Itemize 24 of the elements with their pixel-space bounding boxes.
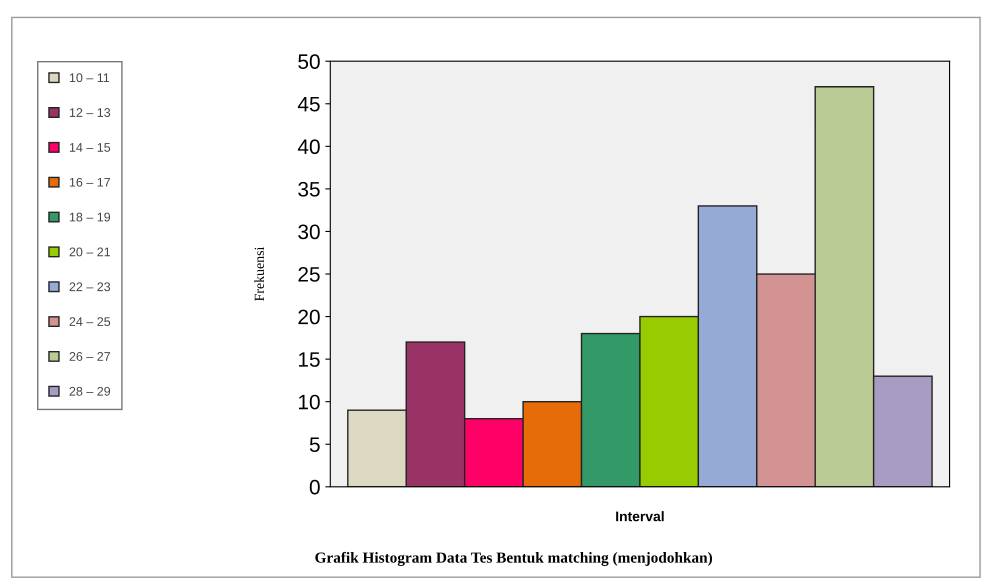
legend-label: 28 – 29 — [70, 386, 110, 396]
y-tick-label: 20 — [298, 310, 320, 324]
y-tick-label: 35 — [298, 182, 320, 197]
y-tick-label: 10 — [298, 394, 320, 410]
x-axis-title: Interval — [616, 511, 664, 522]
y-axis-title: Frekuensi — [254, 246, 264, 301]
y-tick-label: 15 — [298, 352, 320, 367]
y-tick-label: 30 — [298, 224, 320, 240]
y-tick-label: 5 — [310, 437, 320, 452]
legend-label: 22 – 23 — [70, 282, 110, 292]
y-tick-label: 50 — [298, 54, 320, 69]
legend-label: 16 – 17 — [70, 178, 110, 187]
y-tick-label: 25 — [298, 267, 320, 282]
legend-label: 26 – 27 — [70, 352, 110, 361]
y-tick-label: 40 — [298, 139, 320, 154]
legend-label: 10 – 11 — [70, 73, 110, 82]
legend-label: 12 – 13 — [70, 108, 110, 117]
y-tick-label: 0 — [310, 480, 320, 495]
legend-label: 24 – 25 — [70, 317, 110, 326]
text: Grafik Histogram Data Tes Bentuk matching (menjodohkan) — [315, 552, 712, 566]
y-tick-label: 45 — [298, 96, 320, 112]
legend-label: 14 – 15 — [70, 143, 110, 152]
legend-label: 18 – 19 — [70, 212, 110, 222]
legend-label: 20 – 21 — [70, 248, 110, 256]
